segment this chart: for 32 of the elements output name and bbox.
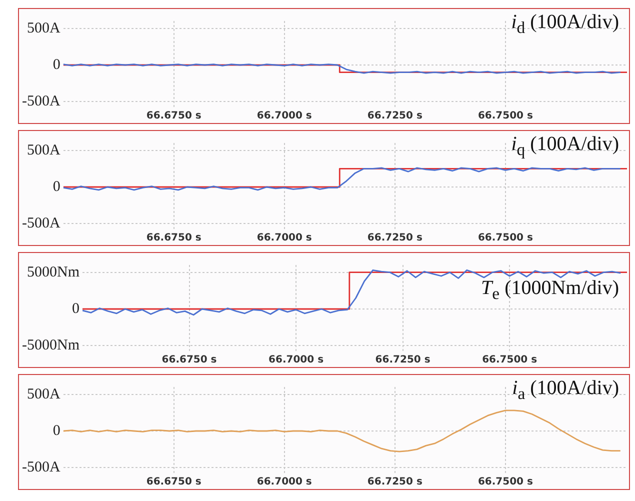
y-tick-label: 5000Nm: [26, 264, 80, 280]
x-tick-label: 66.7500 s: [478, 476, 533, 488]
y-tick-label: 500A: [26, 386, 60, 402]
y-tick-label: -500A: [22, 216, 60, 232]
x-tick-label: 66.7250 s: [367, 110, 422, 122]
x-tick-label: 66.7000 s: [256, 476, 312, 488]
y-tick-label: 500A: [26, 142, 60, 158]
y-tick-label: 0: [52, 56, 60, 73]
y-tick-label: 500A: [26, 20, 60, 36]
x-tick-label: 66.7500 s: [478, 110, 533, 122]
x-tick-label: 66.6750 s: [162, 354, 217, 366]
chart-title: i$_{d}$ (100A/div): [511, 11, 619, 38]
x-tick-label: 66.7000 s: [256, 110, 312, 122]
x-tick-label: 66.7000 s: [268, 354, 324, 366]
x-tick-label: 66.6750 s: [146, 476, 202, 488]
y-tick-label: 0: [52, 422, 60, 439]
y-tick-label: -500A: [22, 94, 60, 110]
y-tick-label: 0: [72, 300, 80, 317]
y-tick-label: -500A: [22, 460, 60, 476]
y-tick-label: -5000Nm: [22, 338, 80, 354]
chart-title: i$_{q}$ (100A/div): [511, 133, 619, 160]
x-tick-label: 66.6750 s: [146, 232, 202, 244]
chart-title: i$_{a}$ (100A/div): [512, 377, 619, 404]
x-tick-label: 66.7000 s: [256, 232, 312, 244]
x-tick-label: 66.7500 s: [478, 232, 533, 244]
x-tick-label: 66.6750 s: [146, 110, 202, 122]
x-tick-label: 66.7250 s: [367, 232, 422, 244]
y-tick-label: 0: [52, 178, 60, 195]
x-tick-label: 66.7500 s: [482, 354, 538, 366]
x-tick-label: 66.7250 s: [375, 354, 430, 366]
text: T$_{e}$ (1000Nm/div): [481, 277, 619, 304]
x-tick-label: 66.7250 s: [367, 476, 422, 488]
